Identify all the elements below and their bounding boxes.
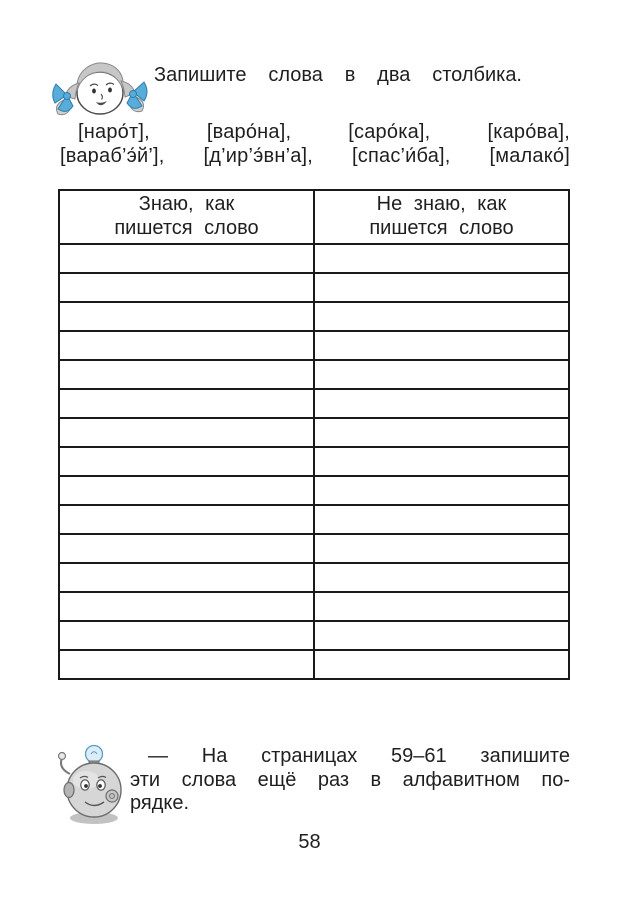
table-row (58, 243, 570, 274)
empty-cell (313, 591, 570, 622)
girl-with-bows-icon (52, 62, 148, 116)
empty-cell (313, 620, 570, 651)
empty-cell (313, 475, 570, 506)
empty-cell (313, 417, 570, 448)
header-row: Знаю, как пишется слово Не знаю, как пиш… (58, 189, 570, 245)
two-column-table: Знаю, как пишется слово Не знаю, как пиш… (58, 189, 570, 680)
page-number: 58 (298, 831, 321, 853)
header-know: Знаю, как пишется слово (58, 189, 315, 245)
empty-cell (313, 533, 570, 564)
header-dont-know-line1: Не знаю, как (376, 193, 507, 215)
empty-cell (58, 359, 315, 390)
empty-cell (313, 243, 570, 274)
empty-cell (58, 417, 315, 448)
note-line3: рядке. (130, 792, 190, 814)
table-row (58, 301, 570, 332)
empty-cell (313, 272, 570, 303)
empty-cell (58, 562, 315, 593)
header-know-line2: пишется слово (114, 217, 259, 239)
table-row (58, 591, 570, 622)
table-body (58, 243, 570, 680)
table-row (58, 504, 570, 535)
table-row (58, 388, 570, 419)
empty-cell (313, 359, 570, 390)
empty-cell (313, 504, 570, 535)
table-row (58, 272, 570, 303)
table-row (58, 359, 570, 390)
table-row (58, 620, 570, 651)
table-header: Знаю, как пишется слово Не знаю, как пиш… (58, 189, 570, 245)
empty-cell (58, 591, 315, 622)
empty-cell (313, 301, 570, 332)
empty-cell (58, 504, 315, 535)
empty-cell (58, 272, 315, 303)
empty-cell (58, 475, 315, 506)
table-row (58, 562, 570, 593)
table-row (58, 533, 570, 564)
empty-cell (58, 620, 315, 651)
note-text: — На страницах 59–61 запишите эти слова … (130, 745, 570, 816)
empty-cell (58, 330, 315, 361)
note-line2: эти слова ещё раз в алфавитном по- (130, 768, 570, 791)
empty-cell (313, 446, 570, 477)
empty-cell (58, 301, 315, 332)
phonetic-words: [наро́т], [варо́на], [саро́ка], [каро́ва… (58, 120, 570, 168)
empty-cell (58, 446, 315, 477)
phonetic-words-line2: [вараб’э́й’], [д’ир’э́вн’а], [спас’и́ба]… (60, 145, 570, 167)
header-know-line1: Знаю, как (138, 193, 235, 215)
empty-cell (58, 649, 315, 680)
empty-cell (313, 330, 570, 361)
robot-with-lightbulb-icon (57, 744, 122, 824)
table-row (58, 649, 570, 680)
table-row (58, 330, 570, 361)
empty-cell (313, 649, 570, 680)
table-row (58, 446, 570, 477)
phonetic-words-line1: [наро́т], [варо́на], [саро́ка], [каро́ва… (78, 121, 570, 143)
header-dont-know-line2: пишется слово (369, 217, 514, 239)
empty-cell (58, 533, 315, 564)
table-row (58, 417, 570, 448)
empty-cell (313, 562, 570, 593)
note-line1: — На страницах 59–61 запишите (148, 745, 570, 767)
empty-cell (58, 243, 315, 274)
table-row (58, 475, 570, 506)
exercise-instruction: Запишите слова в два столбика. (154, 64, 522, 86)
empty-cell (58, 388, 315, 419)
header-dont-know: Не знаю, как пишется слово (313, 189, 570, 245)
empty-cell (313, 388, 570, 419)
